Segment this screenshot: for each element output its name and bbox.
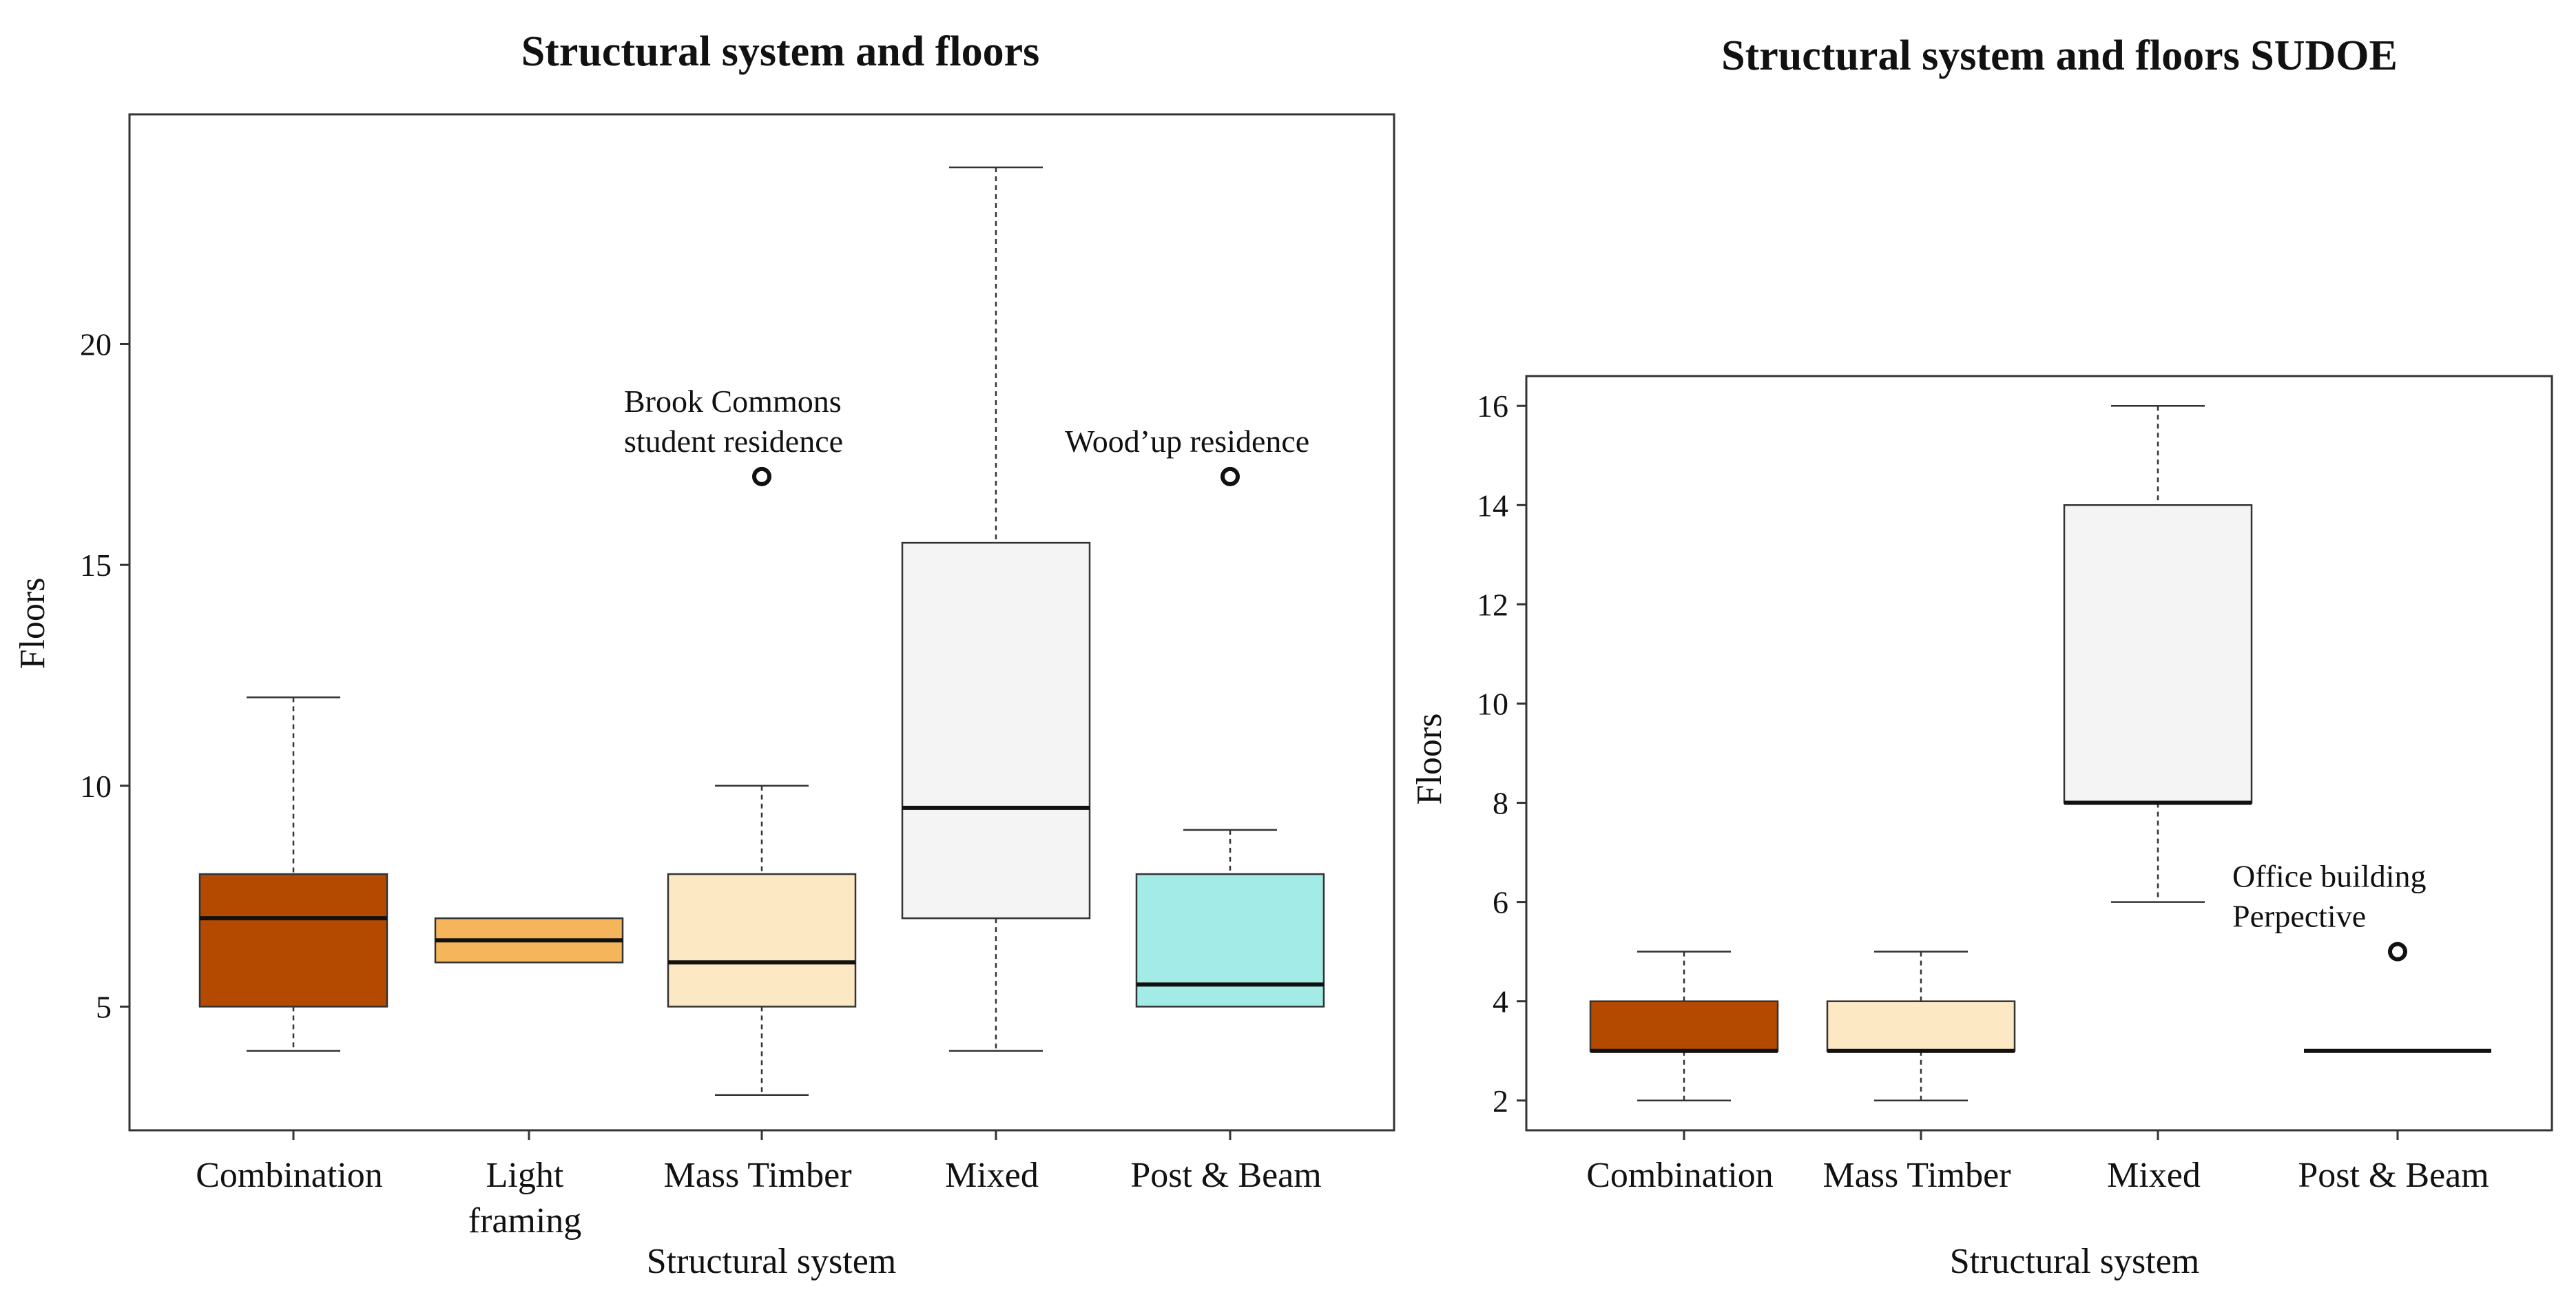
iqr-box bbox=[901, 541, 1091, 920]
box-1 bbox=[434, 917, 624, 964]
y-tick-label: 16 bbox=[1477, 388, 1508, 424]
outlier-point bbox=[752, 466, 771, 486]
chart-title: Structural system and floors SUDOE bbox=[1721, 32, 2398, 79]
y-tick-label: 10 bbox=[80, 769, 112, 804]
outlier-annotation: Perpective bbox=[2232, 899, 2366, 934]
y-tick-label: 2 bbox=[1493, 1083, 1508, 1119]
x-tick-label: Mass Timber bbox=[1822, 1156, 2011, 1195]
y-tick-label: 20 bbox=[80, 326, 112, 362]
box-4 bbox=[1135, 829, 1325, 1008]
x-tick-label: Post & Beam bbox=[2298, 1156, 2489, 1195]
outlier-annotation: Brook Commons bbox=[624, 384, 842, 419]
y-tick-label: 10 bbox=[1477, 686, 1508, 721]
y-axis-label: Floors bbox=[13, 578, 52, 669]
y-axis-label: Floors bbox=[1410, 714, 1449, 805]
chart-title: Structural system and floors bbox=[521, 28, 1040, 75]
x-tick-label: Post & Beam bbox=[1130, 1156, 1321, 1195]
outlier-0: Brook Commons student residence bbox=[624, 384, 843, 486]
y-tick-label: 12 bbox=[1477, 587, 1508, 622]
y-tick-label: 5 bbox=[96, 989, 112, 1024]
iqr-box bbox=[1589, 1000, 1779, 1052]
x-tick-labels: Combination Light framing Mass Timber Mixed P… bbox=[196, 1130, 1322, 1240]
outliers: Office building Perpective bbox=[2232, 859, 2426, 962]
outlier-annotation: student residence bbox=[624, 424, 843, 459]
y-tick-labels: 5 10 15 20 bbox=[80, 326, 129, 1024]
iqr-box bbox=[1826, 1000, 2016, 1052]
boxes bbox=[198, 166, 1325, 1096]
x-tick-label: Combination bbox=[196, 1156, 383, 1195]
x-tick-label: Combination bbox=[1586, 1156, 1774, 1195]
outlier-annotation: Wood’up residence bbox=[1065, 424, 1309, 459]
x-tick-label: framing bbox=[468, 1201, 582, 1240]
box-2 bbox=[667, 785, 857, 1096]
outlier-0: Office building Perpective bbox=[2232, 859, 2426, 962]
outlier-1: Wood’up residence bbox=[1065, 424, 1309, 486]
x-tick-label: Mixed bbox=[945, 1156, 1039, 1195]
outlier-point bbox=[1221, 466, 1240, 486]
y-tick-labels: 2 4 6 8 10 12 14 16 bbox=[1477, 388, 1526, 1119]
iqr-box bbox=[1135, 873, 1325, 1008]
box-0 bbox=[1589, 951, 1779, 1102]
iqr-box bbox=[2063, 504, 2253, 804]
y-tick-label: 15 bbox=[80, 548, 112, 583]
y-tick-label: 14 bbox=[1477, 488, 1508, 523]
y-tick-label: 4 bbox=[1493, 984, 1508, 1019]
iqr-box bbox=[198, 873, 388, 1008]
boxes bbox=[1589, 404, 2491, 1102]
y-tick-label: 6 bbox=[1493, 885, 1508, 920]
outlier-point bbox=[2388, 942, 2407, 962]
x-axis-label: Structural system bbox=[1950, 1242, 2200, 1281]
box-2 bbox=[2063, 404, 2253, 903]
y-tick-label: 8 bbox=[1493, 786, 1508, 821]
x-tick-labels: Combination Mass Timber Mixed Post & Beam bbox=[1586, 1130, 2489, 1195]
box-3 bbox=[901, 166, 1091, 1052]
x-tick-label: Light bbox=[486, 1156, 564, 1195]
x-tick-label: Mixed bbox=[2107, 1156, 2201, 1195]
outlier-annotation: Office building bbox=[2232, 859, 2426, 894]
iqr-box bbox=[667, 873, 857, 1008]
box-0 bbox=[198, 696, 388, 1052]
box-1 bbox=[1826, 951, 2016, 1102]
outliers: Brook Commons student residence Wood’up re… bbox=[624, 384, 1309, 486]
x-axis-label: Structural system bbox=[647, 1242, 897, 1281]
x-tick-label: Mass Timber bbox=[663, 1156, 851, 1195]
chart-right: Structural system and floors SUDOE 2 4 6 8 1… bbox=[1410, 32, 2553, 1281]
chart-left: Structural system and floors 5 10 15 20 Bro… bbox=[13, 28, 1395, 1281]
plot-frame bbox=[1525, 375, 2553, 1132]
